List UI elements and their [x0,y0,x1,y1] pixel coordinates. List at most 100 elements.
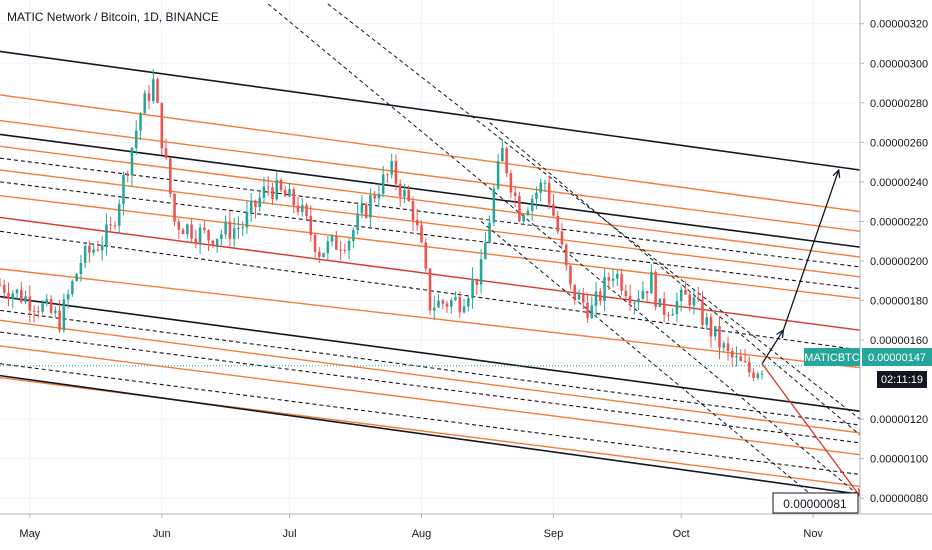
candle-body [488,222,491,243]
countdown-label: 02:11:19 [881,374,923,386]
candle-body [296,205,300,212]
candle-body [505,147,508,174]
channel-line-orange [0,345,861,456]
candle-body [343,250,347,252]
candle-body [577,293,581,300]
channel-line-dashed [0,181,861,290]
candle-body [607,277,611,281]
symbol-tag-label: MATICBTC [804,352,859,364]
candle-body [692,297,696,306]
candle-body [207,230,210,241]
candle-body [458,297,462,313]
candle-body [667,314,670,316]
candle-body [386,174,389,176]
candle-body [271,187,274,200]
candle-body [760,373,764,375]
candle-body [339,249,342,251]
candle-body [564,244,568,266]
candle-body [522,215,525,222]
channel-line-dashed [0,157,861,268]
candle-body [398,183,402,197]
candle-body [2,284,6,293]
candle-body [356,213,359,231]
candle-body [88,245,91,253]
candle-body [58,310,61,331]
candle-body [113,225,117,227]
candle-body [147,93,151,102]
channel-line-black [0,295,861,412]
candle-body [66,294,70,300]
arrow-red [761,363,861,497]
candle-body [347,240,351,251]
candle-body [20,289,23,302]
candle-body [330,235,334,242]
candle-body [232,228,236,239]
channel-line-dashed [0,363,861,476]
candle-body [151,79,155,102]
price-axis[interactable] [860,0,932,514]
candle-body [37,311,40,313]
candle-body [748,361,751,373]
candle-body [403,189,406,197]
channel-line-orange [0,94,861,213]
candle-body [539,182,542,193]
candle-body [186,224,189,234]
channel-line-orange [0,268,861,369]
time-label: May [19,528,40,540]
price-label: 0.00000200 [870,256,928,268]
symbol-tag-box [804,348,860,366]
arrow-head-black [832,168,841,179]
candle-body [7,292,10,300]
candle-body [254,200,257,208]
candle-body [369,195,372,218]
candle-body [441,300,445,304]
channel-line-dashed [0,331,861,444]
candle-body [535,192,538,199]
candles [0,68,764,381]
candle-body [301,205,304,212]
candle-body [654,271,657,307]
price-label: 0.00000080 [870,493,928,505]
candle-body [71,281,74,295]
time-axis[interactable] [0,514,932,550]
candle-body [117,204,121,226]
candle-body [526,210,530,216]
price-label: 0.00000120 [870,414,928,426]
candle-body [49,299,53,313]
last-price-label: 0.00000147 [868,352,926,364]
candle-body [424,242,428,269]
candle-body [54,310,57,313]
candle-body [743,360,747,362]
candle-body [283,190,287,197]
candle-body [41,303,44,312]
candle-body [484,242,487,260]
candle-body [169,158,172,194]
candle-body [62,299,66,331]
candle-body [266,186,270,188]
arrow-midhead-black [776,328,785,339]
candle-body [445,303,449,307]
price-label: 0.00000260 [870,137,928,149]
time-label: Jun [153,528,171,540]
candle-body [756,373,760,379]
channel-line-orange [0,119,861,232]
candle-body [245,211,249,228]
candle-body [573,284,577,300]
candle-body [547,182,551,205]
time-label: Nov [803,528,823,540]
candle-body [228,221,232,239]
candle-body [79,263,83,274]
channel-line-orange [0,169,861,278]
target-box-frame [772,492,859,514]
candle-body [552,204,555,216]
candle-body [105,224,108,246]
candle-body [203,227,206,231]
candle-body [0,284,2,286]
candle-body [411,201,415,221]
candle-body [641,291,645,299]
candle-body [658,298,662,307]
candle-body [518,195,521,222]
candle-body [662,298,666,315]
